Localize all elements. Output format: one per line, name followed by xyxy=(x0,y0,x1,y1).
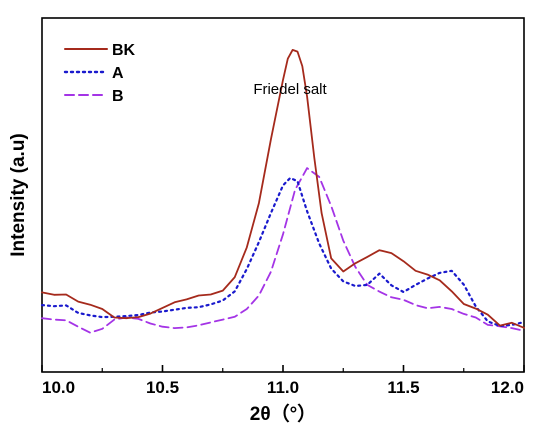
legend: BK AB xyxy=(63,42,136,105)
x-axis-ticks: 10.0 10.5 11.0 11.5 12.0 xyxy=(41,365,525,397)
friedel-salt-annotation: Friedel salt xyxy=(253,81,327,98)
x-tick-label: 10.5 xyxy=(146,378,179,397)
series-line-b xyxy=(41,167,525,334)
series-lines xyxy=(40,49,526,334)
legend-label-a: A xyxy=(112,65,124,82)
legend-label-b: B xyxy=(112,88,124,105)
x-tick-label: 10.0 xyxy=(42,378,75,397)
y-axis-label: Intensity (a.u) xyxy=(8,133,29,257)
x-tick-label: 11.0 xyxy=(267,378,299,397)
plot-area: 10.0 10.5 11.0 11.5 12.0 xyxy=(40,17,526,397)
x-tick-label: 11.5 xyxy=(387,378,419,397)
x-axis-label: 2θ（°） xyxy=(250,402,316,425)
x-tick-label: 12.0 xyxy=(491,378,524,397)
legend-label-bk: BK xyxy=(112,42,136,59)
series-line-a xyxy=(40,176,526,328)
series-line-bk xyxy=(41,49,525,329)
